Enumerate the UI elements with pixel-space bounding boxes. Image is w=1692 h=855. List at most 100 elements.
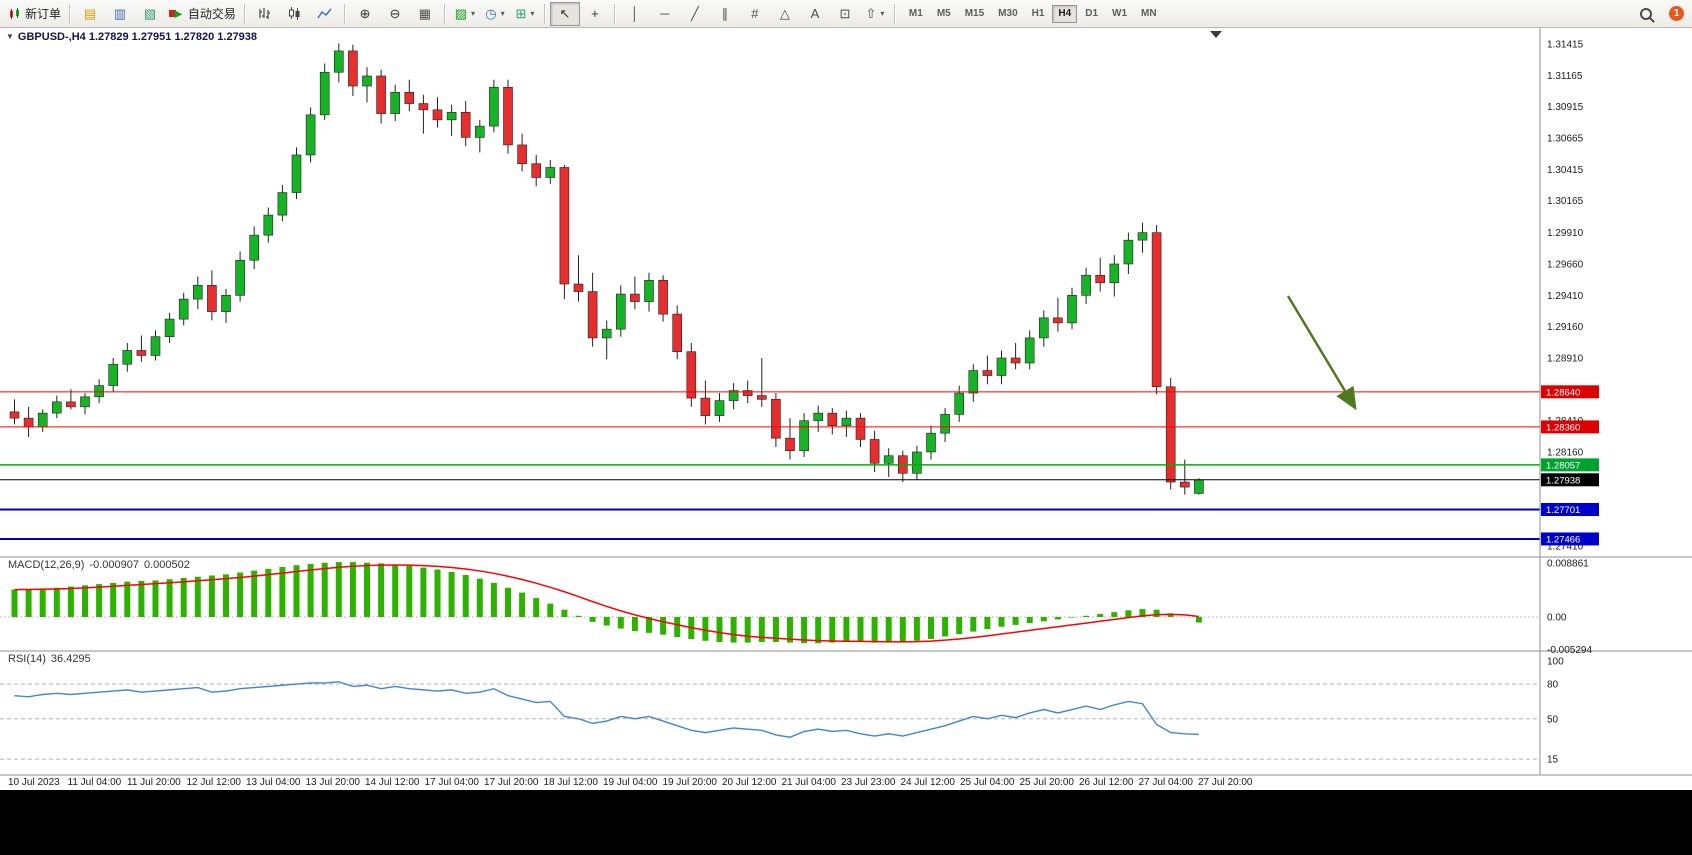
svg-text:25 Jul 20:00: 25 Jul 20:00 [1020, 777, 1075, 788]
svg-text:19 Jul 04:00: 19 Jul 04:00 [603, 777, 658, 788]
svg-text:13 Jul 04:00: 13 Jul 04:00 [246, 777, 301, 788]
trend-line-button[interactable]: ╱ [680, 2, 710, 26]
timeframe-button-h4[interactable]: H4 [1052, 4, 1078, 23]
horizontal-line-button[interactable]: ─ [650, 2, 680, 26]
chart-shift-marker[interactable] [1210, 31, 1222, 38]
rsi-name: RSI(14) [8, 653, 46, 665]
chart-canvas[interactable]: 1.31415 1.31165 1.30915 1.30665 1.30415 1.301… [0, 28, 1692, 790]
svg-text:18 Jul 12:00: 18 Jul 12:00 [544, 777, 599, 788]
channel-button[interactable]: ∥ [710, 2, 740, 26]
collapse-icon[interactable]: ▼ [6, 32, 14, 41]
svg-text:1.29410: 1.29410 [1547, 291, 1584, 302]
svg-text:27 Jul 20:00: 27 Jul 20:00 [1198, 777, 1253, 788]
svg-text:27 Jul 04:00: 27 Jul 04:00 [1139, 777, 1194, 788]
svg-text:20 Jul 12:00: 20 Jul 12:00 [722, 777, 777, 788]
zoom-out-button[interactable]: ⊖ [380, 2, 410, 26]
timeframe-button-h1[interactable]: H1 [1031, 7, 1045, 19]
svg-text:-0.005294: -0.005294 [1547, 645, 1592, 656]
crosshair-button[interactable]: + [580, 2, 610, 26]
cursor-button[interactable]: ↖ [549, 1, 580, 26]
shapes-icon: △ [779, 6, 790, 21]
dropdown-caret-icon: ▾ [471, 9, 476, 18]
toolbar-separator [543, 3, 546, 24]
macd-value: -0.000907 [89, 559, 139, 571]
svg-text:1.29660: 1.29660 [1547, 259, 1584, 270]
navigator-button[interactable]: ▧ [135, 2, 165, 26]
new-order-button[interactable]: 新订单 [4, 2, 65, 26]
data-window-icon: ▥ [113, 6, 127, 21]
fibonacci-button[interactable]: # [740, 2, 770, 26]
svg-text:100: 100 [1547, 657, 1564, 668]
shapes-button[interactable]: △ [770, 2, 800, 26]
svg-text:17 Jul 20:00: 17 Jul 20:00 [484, 777, 539, 788]
bottom-bar [0, 790, 1692, 855]
svg-text:1.29910: 1.29910 [1547, 228, 1584, 239]
tile-windows-button[interactable]: ▦ [410, 2, 440, 26]
macd-name: MACD(12,26,9) [8, 559, 85, 571]
line-chart-button[interactable] [310, 2, 340, 26]
timeframe-button-m15[interactable]: M15 [964, 7, 985, 19]
vertical-line-icon: │ [630, 6, 639, 21]
vertical-line-button[interactable]: │ [620, 2, 650, 26]
svg-text:10 Jul 2023: 10 Jul 2023 [8, 777, 60, 788]
timeframe-button-w1[interactable]: W1 [1112, 7, 1128, 19]
svg-text:19 Jul 20:00: 19 Jul 20:00 [663, 777, 718, 788]
arrows-dropdown[interactable]: ⇧ ▾ [860, 2, 890, 26]
market-watch-button[interactable]: ▤ [75, 2, 105, 26]
bar-chart-button[interactable] [250, 2, 280, 26]
svg-text:1.29160: 1.29160 [1547, 322, 1584, 333]
zoom-in-button[interactable]: ⊕ [350, 2, 380, 26]
dropdown-caret-icon: ▾ [530, 9, 535, 18]
line-chart-icon [317, 8, 332, 19]
svg-text:0.008861: 0.008861 [1547, 559, 1589, 570]
horizontal-line-icon: ─ [660, 6, 670, 21]
timeframe-button-m1[interactable]: M1 [908, 7, 923, 19]
autotrading-label: 自动交易 [187, 7, 236, 21]
text-label-button[interactable]: ⊡ [830, 2, 860, 26]
toolbar-separator [343, 3, 346, 24]
text-button[interactable]: A [800, 2, 830, 26]
autotrading-button[interactable]: ► 自动交易 [165, 2, 240, 26]
data-window-button[interactable]: ▥ [105, 2, 135, 26]
periods-dropdown[interactable]: ◷ ▾ [480, 2, 510, 26]
svg-text:12 Jul 12:00: 12 Jul 12:00 [187, 777, 242, 788]
svg-text:1.28910: 1.28910 [1547, 353, 1584, 364]
svg-text:23 Jul 23:00: 23 Jul 23:00 [841, 777, 896, 788]
svg-text:1.31165: 1.31165 [1547, 71, 1583, 82]
timeframe-button-m30[interactable]: M30 [998, 7, 1018, 19]
svg-text:15: 15 [1547, 755, 1559, 766]
tile-windows-icon: ▦ [418, 6, 432, 21]
indicators-dropdown[interactable]: ⊞ ▾ [510, 2, 540, 26]
main-toolbar: 新订单 ▤ ▥ ▧ ► 自动交易 [0, 0, 1692, 28]
svg-text:1.31415: 1.31415 [1547, 40, 1584, 51]
new-chart-dropdown[interactable]: ▨ ▾ [450, 2, 480, 26]
svg-text:1.30915: 1.30915 [1547, 102, 1584, 113]
svg-text:26 Jul 12:00: 26 Jul 12:00 [1079, 777, 1134, 788]
toolbar-separator [893, 3, 896, 24]
rsi-value: 36.4295 [50, 653, 91, 665]
svg-text:1.28160: 1.28160 [1547, 447, 1584, 458]
svg-text:1.30165: 1.30165 [1547, 196, 1584, 207]
text-label-icon: ⊡ [839, 6, 851, 21]
svg-text:0.00: 0.00 [1547, 613, 1567, 624]
search-button[interactable] [1631, 2, 1661, 26]
timeframe-button-d1[interactable]: D1 [1085, 7, 1099, 19]
candle-chart-button[interactable] [280, 2, 310, 26]
zoom-out-icon: ⊖ [389, 6, 401, 21]
svg-text:24 Jul 12:00: 24 Jul 12:00 [901, 777, 956, 788]
svg-text:1.27410: 1.27410 [1547, 541, 1584, 552]
timeframe-button-m5[interactable]: M5 [936, 7, 951, 19]
svg-text:1.28640: 1.28640 [1546, 387, 1580, 398]
svg-text:17 Jul 04:00: 17 Jul 04:00 [425, 777, 480, 788]
svg-text:1.28057: 1.28057 [1546, 460, 1580, 471]
timeframe-button-mn[interactable]: MN [1141, 7, 1157, 19]
search-icon [1640, 7, 1652, 20]
svg-text:14 Jul 12:00: 14 Jul 12:00 [365, 777, 420, 788]
notification-badge[interactable]: 1 [1669, 6, 1684, 21]
fibonacci-icon: # [751, 6, 759, 21]
svg-text:1.27938: 1.27938 [1546, 475, 1580, 486]
arrows-icon: ⇧ [865, 6, 877, 21]
crosshair-icon: + [591, 6, 599, 21]
market-watch-icon: ▤ [83, 6, 97, 21]
